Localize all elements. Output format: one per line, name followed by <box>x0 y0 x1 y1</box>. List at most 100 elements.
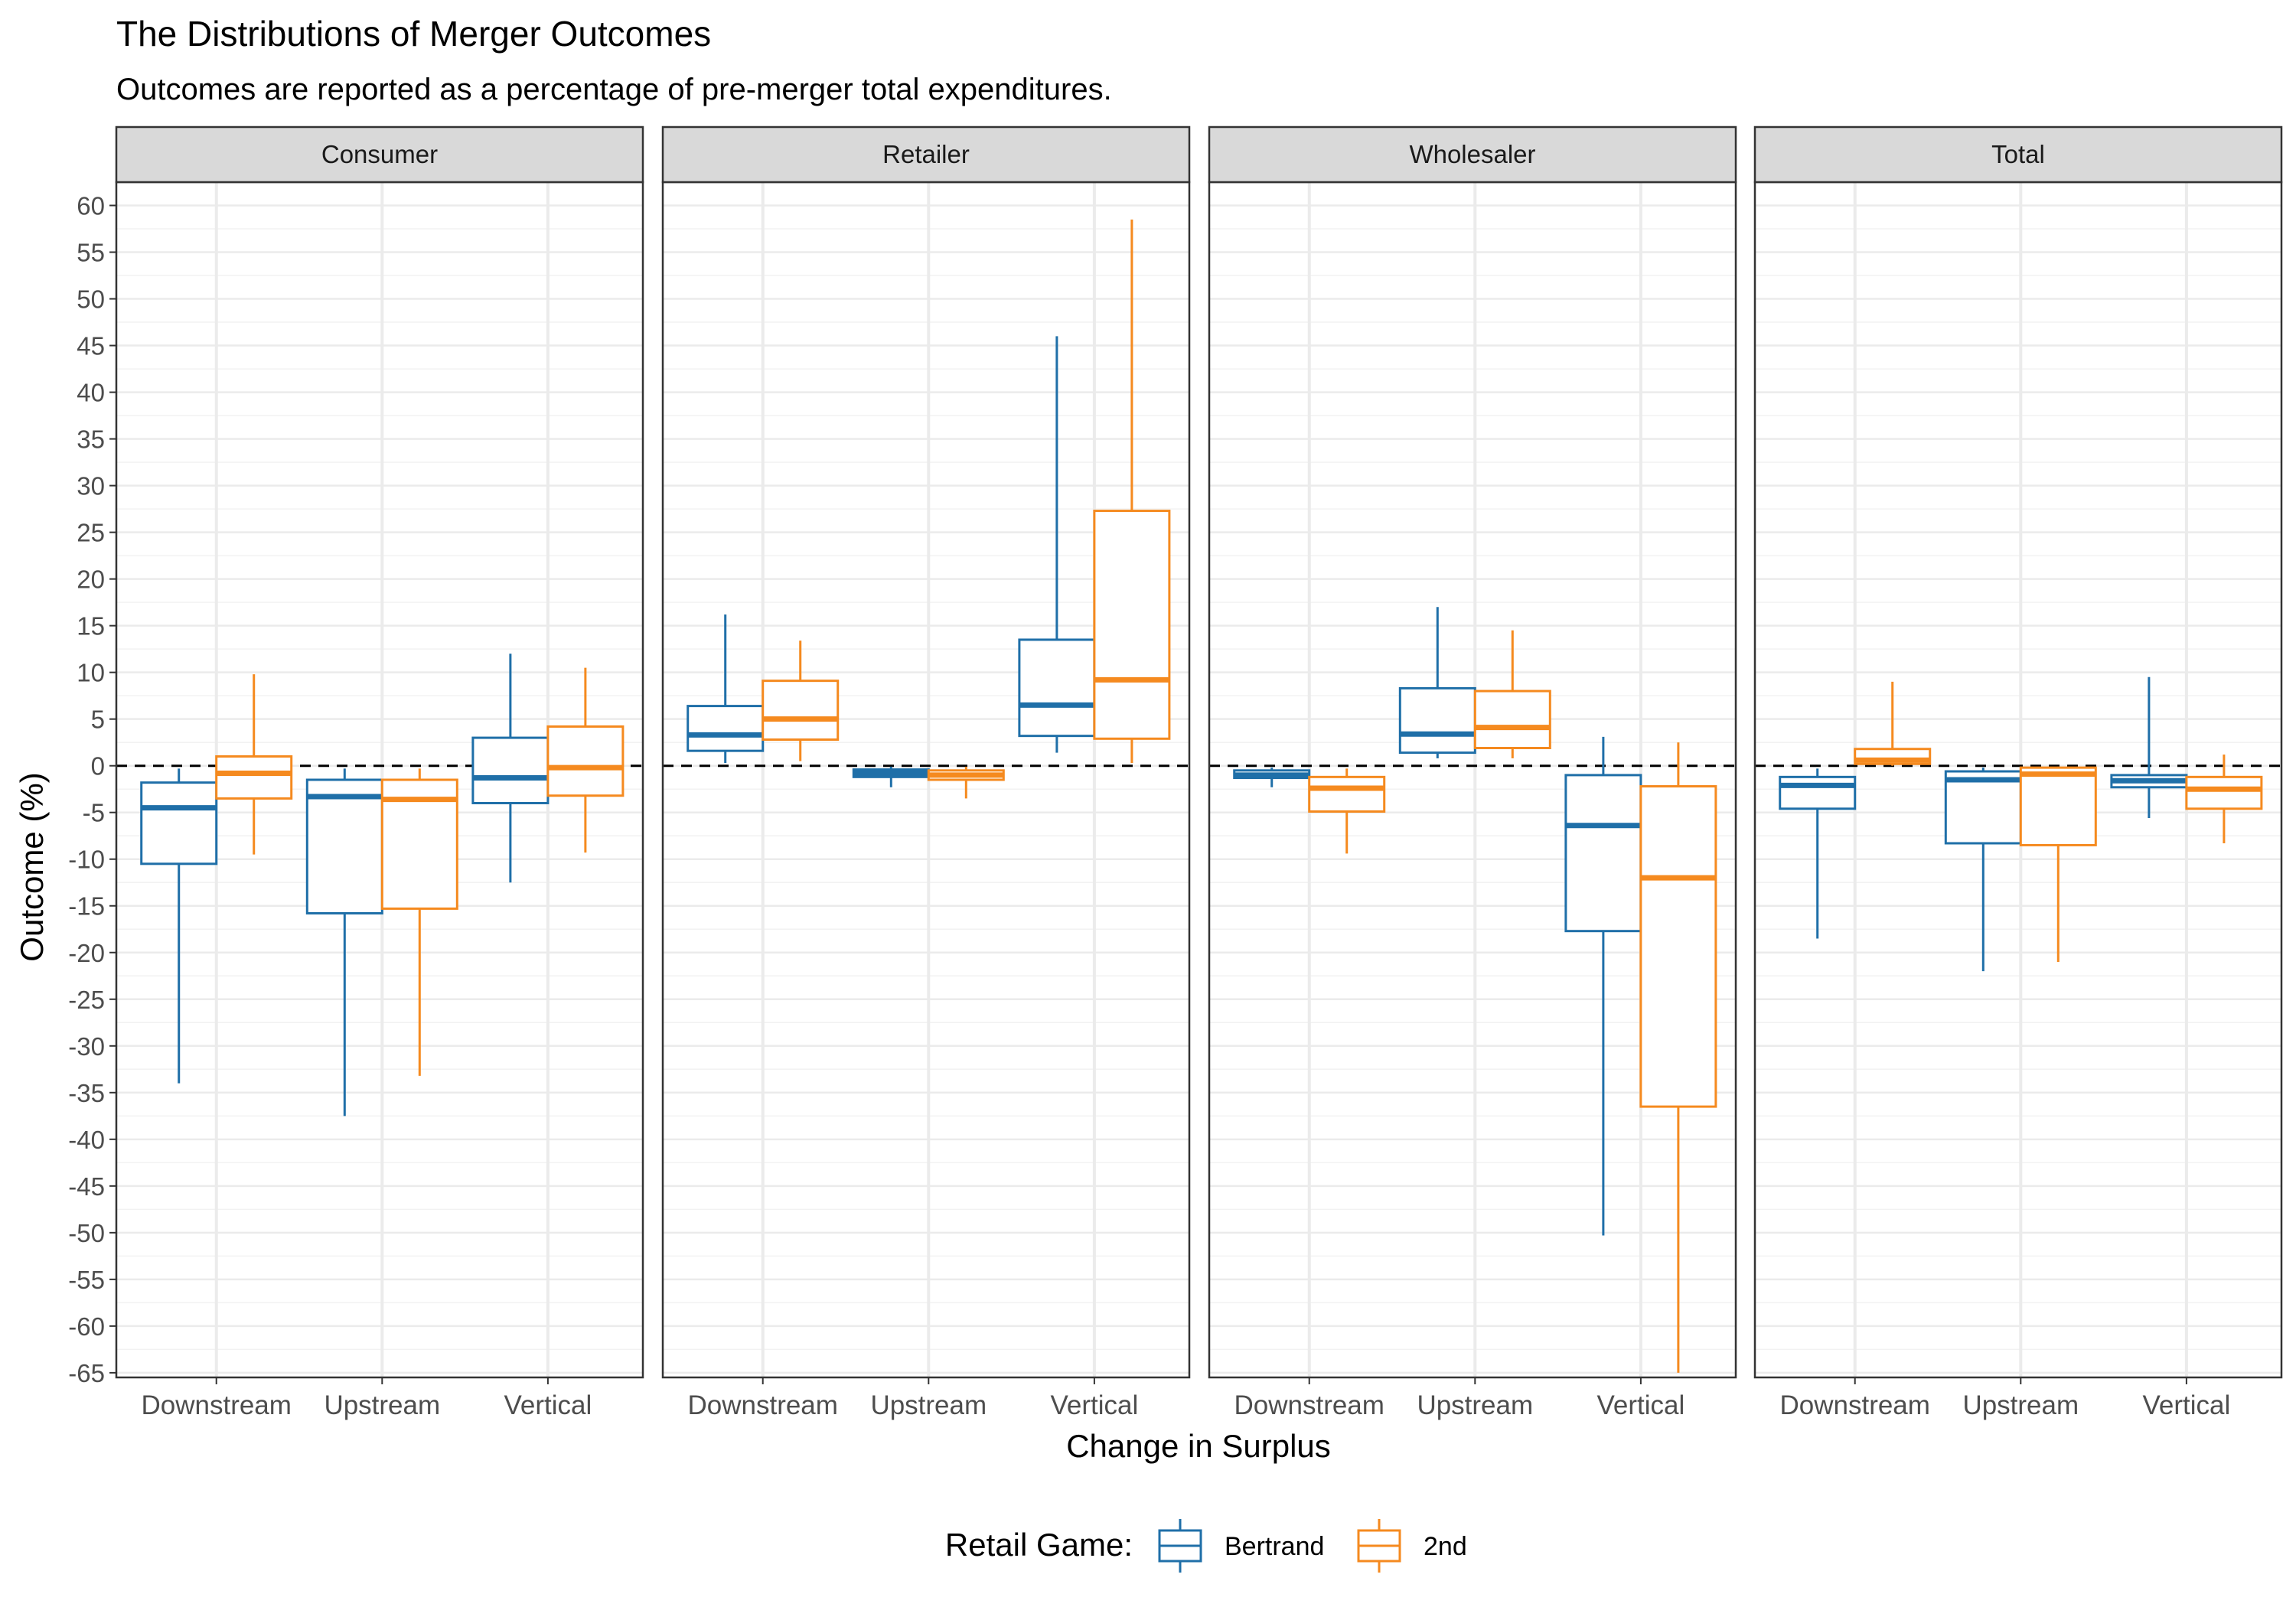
y-tick-label: -30 <box>68 1032 105 1061</box>
panel-retailer: Retailer Downstream Upstream Vertical <box>661 125 1191 1420</box>
box-downstream-bertrand <box>1779 768 1857 939</box>
box-upstream-second <box>2019 766 2097 962</box>
x-tick-label-vertical: Vertical <box>1050 1390 1138 1420</box>
facet-strip <box>661 125 1191 184</box>
box-upstream-bertrand <box>1944 768 2022 972</box>
y-axis-title: Outcome (%) <box>14 772 50 961</box>
y-tick-label: -50 <box>68 1219 105 1247</box>
facet-strip <box>1208 125 1737 184</box>
box-downstream-second <box>762 641 840 761</box>
box-iqr <box>2019 766 2097 846</box>
legend-label-bertrand: Bertrand <box>1225 1532 1324 1561</box>
y-tick-label: 35 <box>77 425 105 454</box>
y-tick-label: 5 <box>91 706 105 734</box>
legend-key-bertrand <box>1158 1519 1202 1573</box>
box-iqr <box>305 778 383 915</box>
box-iqr <box>1093 510 1171 740</box>
box-downstream-second <box>1308 768 1386 854</box>
x-tick-label-vertical: Vertical <box>1596 1390 1684 1420</box>
y-tick-label: -20 <box>68 939 105 967</box>
box-iqr <box>762 680 840 742</box>
box-upstream-bertrand <box>305 768 383 1116</box>
panel-background <box>1209 182 1736 1377</box>
facet-label-total: Total <box>1991 140 2045 168</box>
box-iqr <box>1018 638 1096 738</box>
panel-total: Total Downstream Upstream Vertical <box>1753 125 2283 1420</box>
y-tick-label: -15 <box>68 892 105 921</box>
y-tick-label: -65 <box>68 1359 105 1387</box>
x-tick-label-downstream: Downstream <box>141 1390 291 1420</box>
legend: Retail Game: Bertrand 2nd <box>945 1519 1467 1573</box>
panel-wholesaler: Wholesaler Downstream Upstream Vertical <box>1208 125 1737 1420</box>
box-vertical-bertrand <box>471 654 550 883</box>
y-tick-label: 10 <box>77 659 105 687</box>
box-upstream-second <box>927 766 1005 799</box>
x-tick-label-vertical: Vertical <box>504 1390 592 1420</box>
x-tick-label-upstream: Upstream <box>1962 1390 2079 1420</box>
box-iqr <box>1564 774 1642 933</box>
box-iqr <box>1473 689 1551 750</box>
legend-key-second <box>1357 1519 1401 1573</box>
x-tick-label-downstream: Downstream <box>1779 1390 1929 1420</box>
box-upstream-second <box>380 768 458 1076</box>
box-iqr <box>1779 775 1857 810</box>
facet-strip <box>1753 125 2283 184</box>
y-tick-label: 55 <box>77 239 105 267</box>
box-downstream-bertrand <box>1233 768 1311 787</box>
y-tick-label: -10 <box>68 846 105 874</box>
y-tick-label: 15 <box>77 612 105 641</box>
x-axis-title: Change in Surplus <box>1066 1428 1331 1464</box>
x-tick-label-upstream: Upstream <box>324 1390 440 1420</box>
panel-background <box>663 182 1189 1377</box>
y-tick-label: -55 <box>68 1266 105 1294</box>
y-tick-label: 50 <box>77 285 105 314</box>
panel-consumer: Consumer Downstream Upstream Vertical <box>115 125 644 1420</box>
box-downstream-second <box>215 674 293 855</box>
x-tick-label-downstream: Downstream <box>687 1390 837 1420</box>
x-tick-label-upstream: Upstream <box>870 1390 987 1420</box>
y-tick-label: -40 <box>68 1126 105 1154</box>
facet-strip <box>115 125 644 184</box>
y-tick-label: 60 <box>77 192 105 220</box>
y-tick-label: 40 <box>77 379 105 407</box>
y-tick-label: 45 <box>77 332 105 360</box>
box-vertical-second <box>2185 755 2263 843</box>
x-tick-label-downstream: Downstream <box>1234 1390 1384 1420</box>
y-tick-label: -35 <box>68 1079 105 1107</box>
legend-label-second: 2nd <box>1424 1532 1467 1561</box>
y-tick-label: 0 <box>91 752 105 781</box>
box-iqr <box>140 781 218 865</box>
box-iqr <box>687 705 765 752</box>
y-tick-label: 25 <box>77 519 105 547</box>
box-vertical-bertrand <box>1564 736 1642 1236</box>
y-tick-label: -25 <box>68 986 105 1014</box>
facet-label-retailer: Retailer <box>882 140 970 168</box>
chart-subtitle: Outcomes are reported as a percentage of… <box>116 73 1112 106</box>
y-axis: 605550454035302520151050-5-10-15-20-25-3… <box>68 192 116 1387</box>
box-iqr <box>215 755 293 800</box>
box-iqr <box>471 736 550 805</box>
box-vertical-second <box>546 667 625 853</box>
chart-title: The Distributions of Merger Outcomes <box>116 14 711 54</box>
box-upstream-bertrand <box>1398 607 1476 758</box>
box-vertical-second <box>1093 219 1171 764</box>
y-tick-label: -60 <box>68 1312 105 1341</box>
box-iqr <box>2185 775 2263 810</box>
box-vertical-second <box>1639 742 1717 1373</box>
box-iqr <box>1639 785 1717 1108</box>
y-tick-label: 20 <box>77 566 105 594</box>
y-tick-label: -5 <box>83 799 105 827</box>
box-downstream-bertrand <box>140 768 218 1084</box>
box-iqr <box>1308 775 1386 813</box>
box-iqr <box>1944 770 2022 845</box>
box-iqr <box>546 725 625 797</box>
facet-label-consumer: Consumer <box>321 140 438 168</box>
facet-label-wholesaler: Wholesaler <box>1409 140 1535 168</box>
box-iqr <box>1398 686 1476 755</box>
y-tick-label: 30 <box>77 472 105 500</box>
box-downstream-bertrand <box>687 614 765 764</box>
legend-title: Retail Game: <box>945 1527 1133 1563</box>
